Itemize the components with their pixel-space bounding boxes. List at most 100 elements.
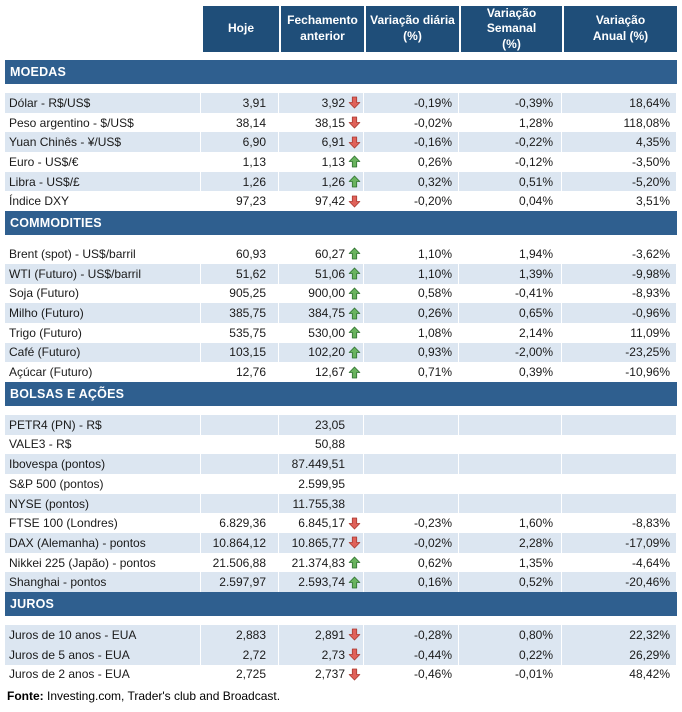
- fechamento-cell: 38,15: [279, 112, 364, 133]
- fechamento-value: 384,75: [308, 306, 345, 321]
- table-row: PETR4 (PN) - R$ 23,05: [5, 414, 677, 435]
- fechamento-cell: 1,26: [279, 171, 364, 192]
- fechamento-value: 11.755,38: [292, 496, 346, 511]
- down-arrow-icon: [345, 195, 363, 208]
- row-label: Ibovespa (pontos): [5, 454, 201, 474]
- fechamento-value: 97,42: [314, 194, 345, 209]
- row-label: PETR4 (PN) - R$: [5, 414, 201, 435]
- fechamento-value: 12,67: [314, 365, 345, 380]
- row-label: Libra - US$/£: [5, 171, 201, 192]
- fechamento-cell: 1,13: [279, 152, 364, 172]
- variacao-diaria-value: 0,26%: [364, 152, 459, 172]
- variacao-diaria-value: 0,26%: [364, 303, 459, 323]
- section-header: MOEDAS: [5, 60, 677, 84]
- up-arrow-icon: [345, 556, 363, 569]
- col-header-variacao-semanal: Variação Semanal (%): [459, 6, 562, 52]
- row-label: Yuan Chinês - ¥/US$: [5, 132, 201, 153]
- table-row: WTI (Futuro) - US$/barril 51,62 51,06 1,…: [5, 263, 677, 284]
- table-row: NYSE (pontos) 11.755,38: [5, 493, 677, 514]
- table-row: FTSE 100 (Londres) 6.829,36 6.845,17 -0,…: [5, 513, 677, 534]
- variacao-anual-value: 48,42%: [562, 664, 677, 685]
- variacao-diaria-value: 0,62%: [364, 552, 459, 573]
- table-header: Hoje Fechamento anterior Variação diária…: [5, 6, 677, 52]
- fechamento-value: 2,737: [314, 667, 345, 682]
- col-header-hoje: Hoje: [201, 6, 279, 52]
- hoje-value: 38,14: [201, 112, 279, 133]
- table-section: COMMODITIES Brent (spot) - US$/barril 60…: [5, 211, 677, 382]
- hoje-value: 3,91: [201, 93, 279, 113]
- fechamento-value: 2.593,74: [298, 575, 345, 590]
- hoje-value: [201, 474, 279, 494]
- table-row: Milho (Futuro) 385,75 384,75 0,26% 0,65%…: [5, 303, 677, 323]
- fechamento-value: 102,20: [308, 345, 345, 360]
- fechamento-value: 530,00: [308, 325, 345, 340]
- table-row: Açúcar (Futuro) 12,76 12,67 0,71% 0,39% …: [5, 362, 677, 382]
- variacao-anual-value: -23,25%: [562, 342, 677, 363]
- table-row: Índice DXY 97,23 97,42 -0,20% 0,04% 3,51…: [5, 191, 677, 212]
- variacao-anual-value: [562, 493, 677, 514]
- hoje-value: 6.829,36: [201, 513, 279, 534]
- down-arrow-icon: [345, 668, 363, 681]
- row-label: DAX (Alemanha) - pontos: [5, 533, 201, 553]
- variacao-diaria-value: 0,58%: [364, 283, 459, 304]
- variacao-semanal-value: 2,28%: [459, 533, 562, 553]
- fechamento-cell: 2.593,74: [279, 572, 364, 593]
- section-rows: Dólar - R$/US$ 3,91 3,92 -0,19% -0,39% 1…: [5, 93, 677, 212]
- fechamento-cell: 12,67: [279, 362, 364, 382]
- table-row: Ibovespa (pontos) 87.449,51: [5, 454, 677, 474]
- fechamento-cell: 60,27: [279, 244, 364, 264]
- variacao-diaria-value: 0,16%: [364, 572, 459, 593]
- table-row: Juros de 5 anos - EUA 2,72 2,73 -0,44% 0…: [5, 644, 677, 665]
- table-row: Shanghai - pontos 2.597,97 2.593,74 0,16…: [5, 572, 677, 593]
- variacao-diaria-value: -0,46%: [364, 664, 459, 685]
- variacao-semanal-value: [459, 414, 562, 435]
- variacao-semanal-value: 0,22%: [459, 644, 562, 665]
- hoje-value: 51,62: [201, 263, 279, 284]
- variacao-semanal-value: 0,51%: [459, 171, 562, 192]
- variacao-semanal-value: 2,14%: [459, 322, 562, 343]
- table-row: Libra - US$/£ 1,26 1,26 0,32% 0,51% -5,2…: [5, 171, 677, 192]
- row-label: Açúcar (Futuro): [5, 362, 201, 382]
- up-arrow-icon: [345, 326, 363, 339]
- variacao-semanal-value: 1,94%: [459, 244, 562, 264]
- variacao-semanal-value: [459, 454, 562, 474]
- table-row: Brent (spot) - US$/barril 60,93 60,27 1,…: [5, 244, 677, 264]
- row-label: NYSE (pontos): [5, 493, 201, 514]
- hoje-value: 2,725: [201, 664, 279, 685]
- variacao-diaria-value: 1,08%: [364, 322, 459, 343]
- col-header-variacao-diaria: Variação diária (%): [364, 6, 459, 52]
- section-header: COMMODITIES: [5, 211, 677, 236]
- fechamento-cell: 87.449,51: [279, 454, 364, 474]
- down-arrow-icon: [345, 628, 363, 641]
- row-label: Juros de 2 anos - EUA: [5, 664, 201, 685]
- hoje-value: 535,75: [201, 322, 279, 343]
- hoje-value: 1,26: [201, 171, 279, 192]
- fechamento-cell: 21.374,83: [279, 552, 364, 573]
- row-label: FTSE 100 (Londres): [5, 513, 201, 534]
- variacao-semanal-value: 0,52%: [459, 572, 562, 593]
- hoje-value: 97,23: [201, 191, 279, 212]
- variacao-diaria-value: [364, 493, 459, 514]
- fechamento-cell: 11.755,38: [279, 493, 364, 514]
- fechamento-value: 2,73: [321, 647, 345, 662]
- fechamento-value: 3,92: [321, 95, 345, 110]
- sections: MOEDAS Dólar - R$/US$ 3,91 3,92 -0,19% -…: [5, 60, 677, 685]
- source-note: Fonte: Investing.com, Trader's club and …: [5, 689, 677, 703]
- table-row: Café (Futuro) 103,15 102,20 0,93% -2,00%…: [5, 342, 677, 363]
- variacao-anual-value: 26,29%: [562, 644, 677, 665]
- variacao-anual-value: -20,46%: [562, 572, 677, 593]
- fechamento-value: 2.599,95: [298, 476, 345, 491]
- section-rows: Brent (spot) - US$/barril 60,93 60,27 1,…: [5, 244, 677, 382]
- table-row: Peso argentino - $/US$ 38,14 38,15 -0,02…: [5, 112, 677, 133]
- variacao-semanal-value: -0,39%: [459, 93, 562, 113]
- table-row: Euro - US$/€ 1,13 1,13 0,26% -0,12% -3,5…: [5, 152, 677, 172]
- fechamento-value: 2,891: [314, 627, 345, 642]
- variacao-semanal-value: 1,28%: [459, 112, 562, 133]
- row-label: Euro - US$/€: [5, 152, 201, 172]
- variacao-anual-value: [562, 454, 677, 474]
- hoje-value: [201, 434, 279, 455]
- variacao-semanal-value: 0,80%: [459, 625, 562, 645]
- variacao-diaria-value: -0,28%: [364, 625, 459, 645]
- variacao-diaria-value: [364, 414, 459, 435]
